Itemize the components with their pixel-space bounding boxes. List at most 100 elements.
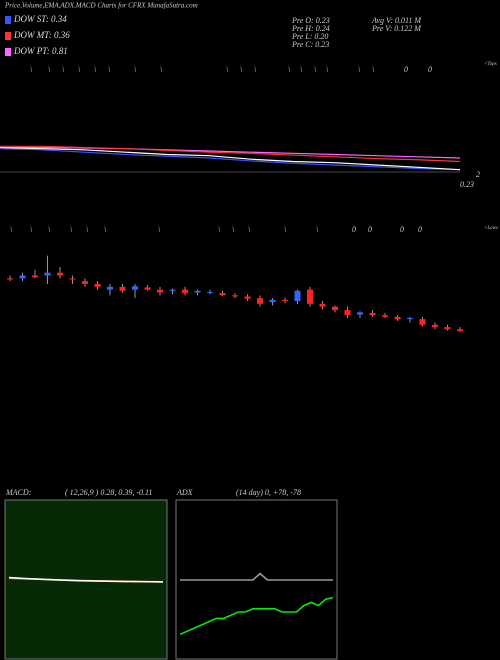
low-marker: 0 xyxy=(368,225,372,234)
stat: Pre L: 0.20 xyxy=(291,32,328,41)
low-marker: \ xyxy=(30,225,32,234)
candle-body xyxy=(119,286,126,291)
candle-body xyxy=(307,289,313,304)
low-marker: \ xyxy=(248,225,250,234)
candle-body xyxy=(94,284,101,287)
panel-subtitle: ( 12,26,9 ) 0.28, 0.39, -0.11 xyxy=(65,488,152,497)
top-marker: \ xyxy=(372,65,374,74)
candle-body xyxy=(344,310,351,316)
top-marker: \ xyxy=(326,65,328,74)
panel-title: ADX xyxy=(176,488,194,497)
low-marker: \ xyxy=(284,225,286,234)
candle-body xyxy=(169,289,176,291)
top-marker: \ xyxy=(240,65,242,74)
candle-body xyxy=(357,312,363,315)
top-marker: \ xyxy=(62,65,64,74)
top-marker: \ xyxy=(78,65,80,74)
candle-body xyxy=(282,299,288,301)
candle-body xyxy=(369,312,376,316)
candle-body xyxy=(144,287,151,290)
candle-body xyxy=(207,291,213,293)
candle-body xyxy=(382,315,388,317)
tops-label: <Tops xyxy=(484,62,497,67)
candle-body xyxy=(257,298,263,304)
top-marker: \ xyxy=(134,65,136,74)
legend-label: DOW PT: 0.81 xyxy=(13,46,68,56)
series-line xyxy=(0,145,461,163)
top-marker: \ xyxy=(300,65,302,74)
top-marker: \ xyxy=(94,65,96,74)
low-marker: \ xyxy=(48,225,50,234)
series-line xyxy=(0,148,461,171)
top-marker: \ xyxy=(226,65,228,74)
low-marker: \ xyxy=(316,225,318,234)
series-line xyxy=(0,146,461,171)
candle-body xyxy=(32,275,38,278)
low-marker: \ xyxy=(10,225,12,234)
candle-body xyxy=(419,319,426,325)
low-marker: 0 xyxy=(400,225,404,234)
candle-body xyxy=(294,290,301,301)
series-line xyxy=(0,146,461,159)
low-marker: \ xyxy=(232,225,234,234)
candle-body xyxy=(182,289,188,294)
top-marker: \ xyxy=(288,65,290,74)
annotation: 0.23 xyxy=(460,180,474,189)
legend-swatch xyxy=(5,16,11,24)
top-marker: \ xyxy=(358,65,360,74)
candle-body xyxy=(82,281,88,284)
legend-label: DOW ST: 0.34 xyxy=(13,14,67,24)
candle-body xyxy=(132,286,138,290)
candle-body xyxy=(157,289,163,293)
page-title: Price,Volume,EMA,ADX,MACD Charts for CFR… xyxy=(4,2,198,10)
low-marker: \ xyxy=(218,225,220,234)
candle-body xyxy=(319,303,326,307)
candle-body xyxy=(69,278,76,280)
top-marker: \ xyxy=(108,65,110,74)
candle-body xyxy=(407,318,413,320)
candle-body xyxy=(7,278,13,280)
series-line xyxy=(8,576,164,583)
top-marker: \ xyxy=(160,65,162,74)
stat: Pre O: 0.23 xyxy=(291,16,330,25)
candle-body xyxy=(19,275,26,279)
candle-body xyxy=(232,295,238,297)
candle-body xyxy=(432,324,438,328)
candle-body xyxy=(194,290,201,293)
low-marker: \ xyxy=(104,225,106,234)
low-marker: \ xyxy=(86,225,88,234)
series-line xyxy=(180,572,333,581)
top-marker: \ xyxy=(254,65,256,74)
top-marker: 0 xyxy=(404,65,408,74)
candle-body xyxy=(107,286,113,290)
top-marker: \ xyxy=(48,65,50,74)
candle-body xyxy=(394,316,401,320)
legend-label: DOW MT: 0.36 xyxy=(13,30,70,40)
legend-swatch xyxy=(5,48,11,56)
stat: Avg V: 0.011 M xyxy=(371,16,422,25)
candle-body xyxy=(269,299,276,303)
stat: Pre V: 0.122 M xyxy=(371,24,422,33)
candle-body xyxy=(457,329,463,332)
stat: Pre H: 0.24 xyxy=(291,24,330,33)
low-marker: \ xyxy=(70,225,72,234)
candle-body xyxy=(44,272,51,276)
candle-body xyxy=(219,293,226,296)
low-marker: 0 xyxy=(418,225,422,234)
legend-swatch xyxy=(5,32,11,40)
candle-body xyxy=(332,306,338,311)
low-marker: 0 xyxy=(352,225,356,234)
panel-title: MACD: xyxy=(5,488,32,497)
panel-subtitle: (14 day) 0, +78, -78 xyxy=(236,488,301,497)
stat: Pre C: 0.23 xyxy=(291,40,329,49)
candle-body xyxy=(444,327,451,330)
low-marker: \ xyxy=(158,225,160,234)
series-line xyxy=(179,596,334,636)
top-marker: 0 xyxy=(428,65,432,74)
candle-body xyxy=(244,296,251,299)
lows-label: <Lows xyxy=(484,226,498,231)
candle-body xyxy=(57,272,63,276)
annotation: 2 xyxy=(476,170,480,179)
top-marker: \ xyxy=(314,65,316,74)
